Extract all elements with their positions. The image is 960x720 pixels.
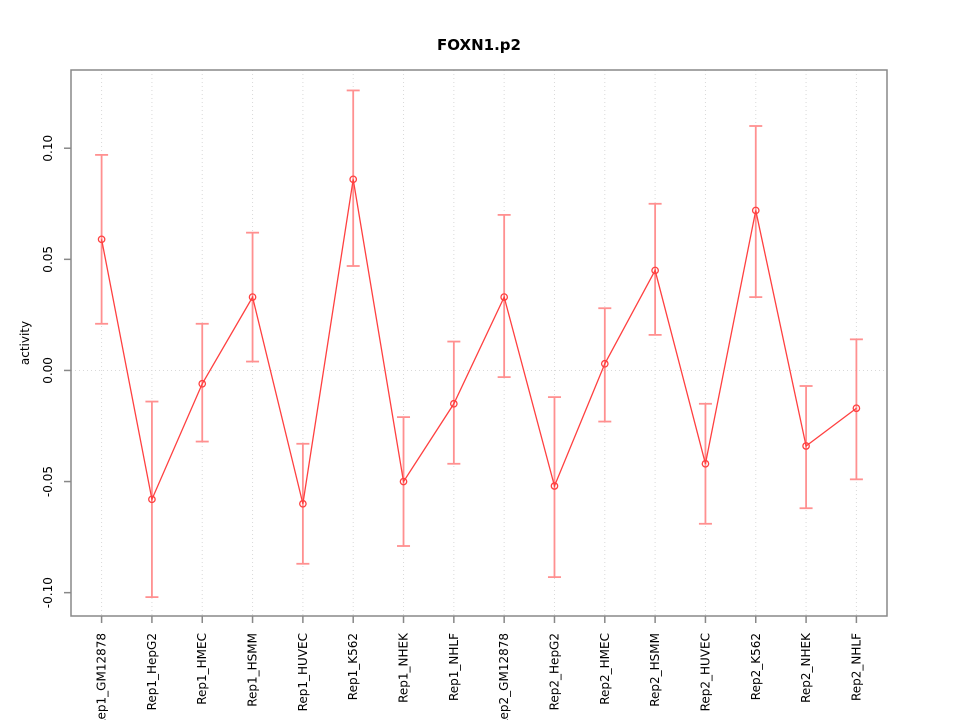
- y-tick-label: -0.05: [41, 466, 55, 497]
- x-tick-label: Rep2_HUVEC: [698, 633, 712, 711]
- y-axis-title: activity: [18, 320, 32, 366]
- x-tick-label: Rep2_GM12878: [497, 633, 511, 720]
- data-point-marker: [349, 175, 358, 184]
- y-tick-label: 0.05: [41, 246, 55, 273]
- data-point-marker: [399, 477, 408, 486]
- x-tick-label: Rep2_K562: [749, 633, 763, 700]
- data-point-marker: [299, 499, 307, 508]
- x-tick-label: Rep1_GM12878: [95, 633, 109, 720]
- data-point-marker: [449, 399, 458, 408]
- data-point-marker: [701, 459, 710, 468]
- x-tick-label: Rep1_HUVEC: [296, 633, 310, 711]
- x-tick-label: Rep1_HSMM: [246, 633, 260, 707]
- x-tick-label: Rep1_K562: [346, 633, 360, 700]
- data-point-marker: [802, 442, 810, 450]
- data-point-marker: [148, 495, 156, 504]
- x-tick-label: Rep1_NHLF: [447, 633, 461, 701]
- x-tick-label: Rep2_NHLF: [849, 633, 863, 701]
- x-tick-label: Rep1_NHEK: [397, 632, 411, 703]
- data-point-marker: [600, 359, 609, 368]
- data-point-marker: [97, 235, 106, 244]
- x-tick-label: Rep1_HepG2: [145, 633, 159, 710]
- x-tick-label: Rep2_HSMM: [648, 633, 662, 707]
- x-tick-label: Rep1_HMEC: [195, 633, 209, 705]
- y-tick-label: 0.00: [41, 357, 55, 384]
- x-tick-label: Rep2_NHEK: [799, 632, 813, 703]
- data-point-marker: [500, 293, 509, 301]
- chart-title: FOXN1.p2: [437, 36, 521, 54]
- data-point-marker: [651, 266, 659, 275]
- y-tick-label: 0.10: [41, 135, 55, 162]
- data-point-marker: [248, 293, 257, 301]
- plot-box: [70, 69, 888, 617]
- series-line: [100, 179, 857, 504]
- data-point-marker: [852, 404, 861, 413]
- data-point-marker: [751, 206, 760, 215]
- y-tick-label: -0.10: [41, 577, 55, 608]
- x-tick-label: Rep2_HepG2: [547, 633, 561, 710]
- data-point-marker: [198, 379, 207, 388]
- x-tick-label: Rep2_HMEC: [598, 633, 612, 705]
- data-point-marker: [550, 482, 559, 490]
